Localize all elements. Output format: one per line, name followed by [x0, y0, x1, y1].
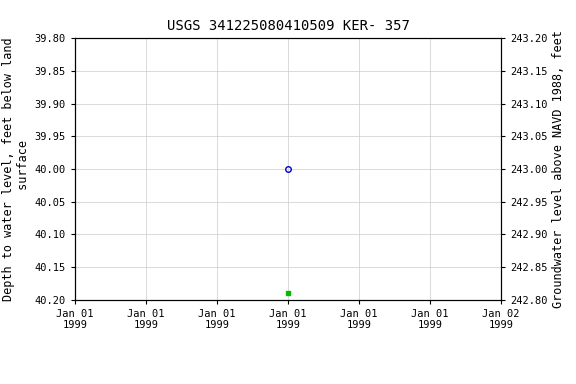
Title: USGS 341225080410509 KER- 357: USGS 341225080410509 KER- 357 [166, 19, 410, 33]
Y-axis label: Depth to water level, feet below land
 surface: Depth to water level, feet below land su… [2, 37, 31, 301]
Y-axis label: Groundwater level above NAVD 1988, feet: Groundwater level above NAVD 1988, feet [552, 30, 565, 308]
